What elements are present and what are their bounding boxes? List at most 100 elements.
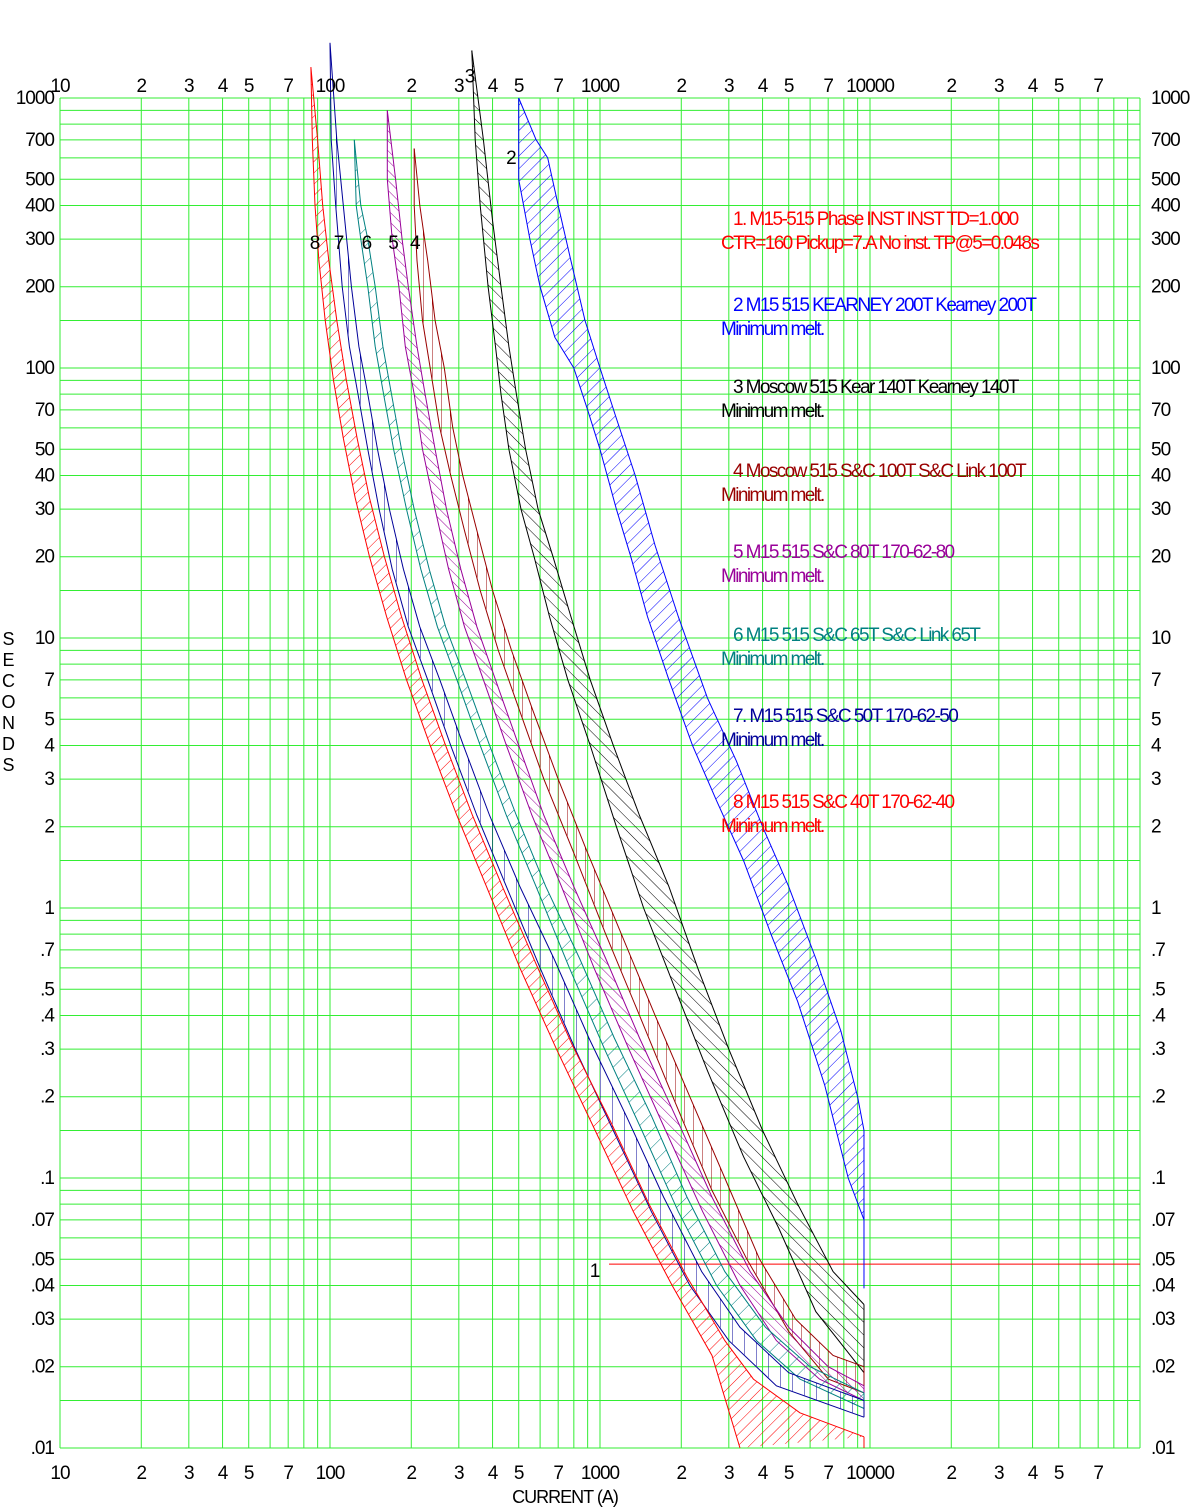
y-tick-label-right: 400 [1151, 195, 1180, 216]
curve-4-total-clear [413, 148, 865, 1368]
x-tick-label-top: 7 [823, 76, 833, 97]
x-tick-label-bottom: 7 [553, 1463, 563, 1484]
x-tick-label-top: 1000 [581, 76, 620, 97]
y-tick-label-right: 2 [1151, 817, 1161, 838]
y-tick-label-left: 7 [44, 670, 54, 691]
legend-entry: 4 Moscow 515 S&C 100T S&C Link 100T Minim… [721, 461, 1029, 506]
legend-entry-line: Minimum melt. [721, 816, 824, 837]
y-axis-title-letter: C [2, 671, 15, 691]
legend-entry: 7. M15 515 S&C 50T 170-62-50 Minimum melt… [721, 706, 960, 751]
curve-5-total-clear [386, 110, 865, 1387]
legend-entry: 6 M15 515 S&C 65T S&C Link 65T Minimum me… [721, 625, 983, 670]
x-tick-label-bottom: 5 [514, 1463, 524, 1484]
x-tick-label-bottom: 10000 [846, 1463, 894, 1484]
legend-entry-line: CTR=160 Pickup=7.A No inst. TP@5=0.048s [721, 233, 1039, 254]
x-tick-label-bottom: 2 [136, 1463, 146, 1484]
y-tick-label-left: 4 [44, 735, 55, 756]
fuse-curves [310, 42, 1140, 1449]
y-tick-label-right: 100 [1151, 358, 1180, 379]
y-tick-label-right: 200 [1151, 277, 1180, 298]
y-tick-label-left: 100 [25, 358, 54, 379]
curve-8-total-clear [310, 67, 865, 1438]
x-tick-label-top: 5 [514, 76, 524, 97]
y-tick-label-left: .02 [31, 1357, 55, 1378]
y-tick-label-right: .03 [1151, 1309, 1175, 1330]
x-tick-label-bottom: 2 [676, 1463, 686, 1484]
y-axis-title-letter: D [2, 734, 15, 754]
y-tick-label-right: .02 [1151, 1357, 1175, 1378]
x-tick-label-bottom: 4 [218, 1463, 229, 1484]
y-tick-label-right: .3 [1151, 1039, 1165, 1060]
y-tick-label-left: .07 [31, 1210, 55, 1231]
x-tick-label-bottom: 3 [454, 1463, 464, 1484]
x-tick-label-bottom: 10 [50, 1463, 70, 1484]
y-tick-label-left: 3 [44, 769, 54, 790]
x-tick-label-bottom: 7 [1093, 1463, 1103, 1484]
legend-entry-line: Minimum melt. [721, 401, 824, 422]
y-tick-label-left: .04 [31, 1275, 56, 1296]
y-tick-label-left: 700 [25, 130, 54, 151]
y-tick-label-left: 500 [25, 169, 54, 190]
legend-entry-line: Minimum melt. [721, 730, 824, 751]
y-tick-label-right: 1 [1151, 898, 1161, 919]
x-tick-label-top: 10 [50, 76, 70, 97]
legend-entry-line: Minimum melt. [721, 649, 824, 670]
axis-labels: 1234567810102233445577100100223344557710… [1, 67, 1190, 1507]
y-tick-label-right: 500 [1151, 169, 1180, 190]
legend-entry-line: 6 M15 515 S&C 65T S&C Link 65T [733, 625, 981, 646]
y-axis-title-letter: S [2, 629, 14, 649]
x-tick-label-top: 3 [454, 76, 464, 97]
y-tick-label-right: 7 [1151, 670, 1161, 691]
y-tick-label-left: .1 [40, 1168, 54, 1189]
y-tick-label-right: .7 [1151, 940, 1165, 961]
y-tick-label-right: 1000 [1151, 88, 1190, 109]
y-tick-label-left: .01 [31, 1438, 55, 1459]
y-tick-label-right: .5 [1151, 979, 1165, 1000]
y-tick-label-left: 20 [35, 547, 55, 568]
y-axis-title-letter: N [2, 713, 14, 733]
curve-3-band [471, 50, 865, 1374]
y-tick-label-right: .01 [1151, 1438, 1175, 1459]
x-tick-label-bottom: 3 [184, 1463, 194, 1484]
legend-entry-line: Minimum melt. [721, 319, 824, 340]
y-axis-title-letter: E [2, 650, 14, 670]
legend-entry-line: Minimum melt. [721, 485, 824, 506]
curve-6-number: 6 [362, 233, 373, 254]
y-tick-label-left: 1 [44, 898, 54, 919]
y-tick-label-right: .4 [1151, 1005, 1166, 1026]
x-tick-label-bottom: 2 [946, 1463, 956, 1484]
legend-entry: 8 M15 515 S&C 40T 170-62-40 Minimum melt. [721, 792, 956, 837]
legend-entry-line: 3 Moscow 515 Kear 140T Kearney 140T [733, 377, 1020, 398]
curve-3-min-melt [471, 50, 865, 1374]
x-tick-label-top: 3 [994, 76, 1004, 97]
y-tick-label-right: 3 [1151, 769, 1161, 790]
curve-8-band [310, 67, 865, 1449]
legend-entry: 1. M15-515 Phase INST INST TD=1.000 CTR=1… [721, 209, 1041, 254]
curve-6-min-melt [353, 139, 865, 1409]
curve-7-number: 7 [334, 233, 345, 254]
legend-entry-line: 2 M15 515 KEARNEY 200T Kearney 200T [733, 295, 1037, 316]
y-tick-label-left: .7 [40, 940, 54, 961]
y-tick-label-right: 40 [1151, 465, 1171, 486]
legend-entry: 5 M15 515 S&C 80T 170-62-80 Minimum melt. [721, 542, 956, 587]
curve-8-number: 8 [310, 233, 321, 254]
y-tick-label-left: .05 [31, 1249, 55, 1270]
y-axis-title-letter: S [2, 755, 14, 775]
x-tick-label-bottom: 5 [784, 1463, 794, 1484]
y-tick-label-right: 700 [1151, 130, 1180, 151]
x-tick-label-bottom: 1000 [581, 1463, 620, 1484]
y-tick-label-right: 20 [1151, 547, 1171, 568]
x-tick-label-top: 4 [758, 76, 769, 97]
x-tick-label-bottom: 7 [283, 1463, 293, 1484]
x-tick-label-top: 3 [184, 76, 194, 97]
x-tick-label-bottom: 2 [406, 1463, 416, 1484]
y-tick-label-left: 200 [25, 277, 54, 298]
curve-2-hatch [518, 98, 864, 1220]
x-tick-label-top: 2 [946, 76, 956, 97]
curve-2-total-clear [518, 97, 865, 1131]
legend-entry-line: 5 M15 515 S&C 80T 170-62-80 [733, 542, 955, 563]
y-tick-label-left: 2 [44, 817, 54, 838]
x-tick-label-bottom: 3 [724, 1463, 734, 1484]
